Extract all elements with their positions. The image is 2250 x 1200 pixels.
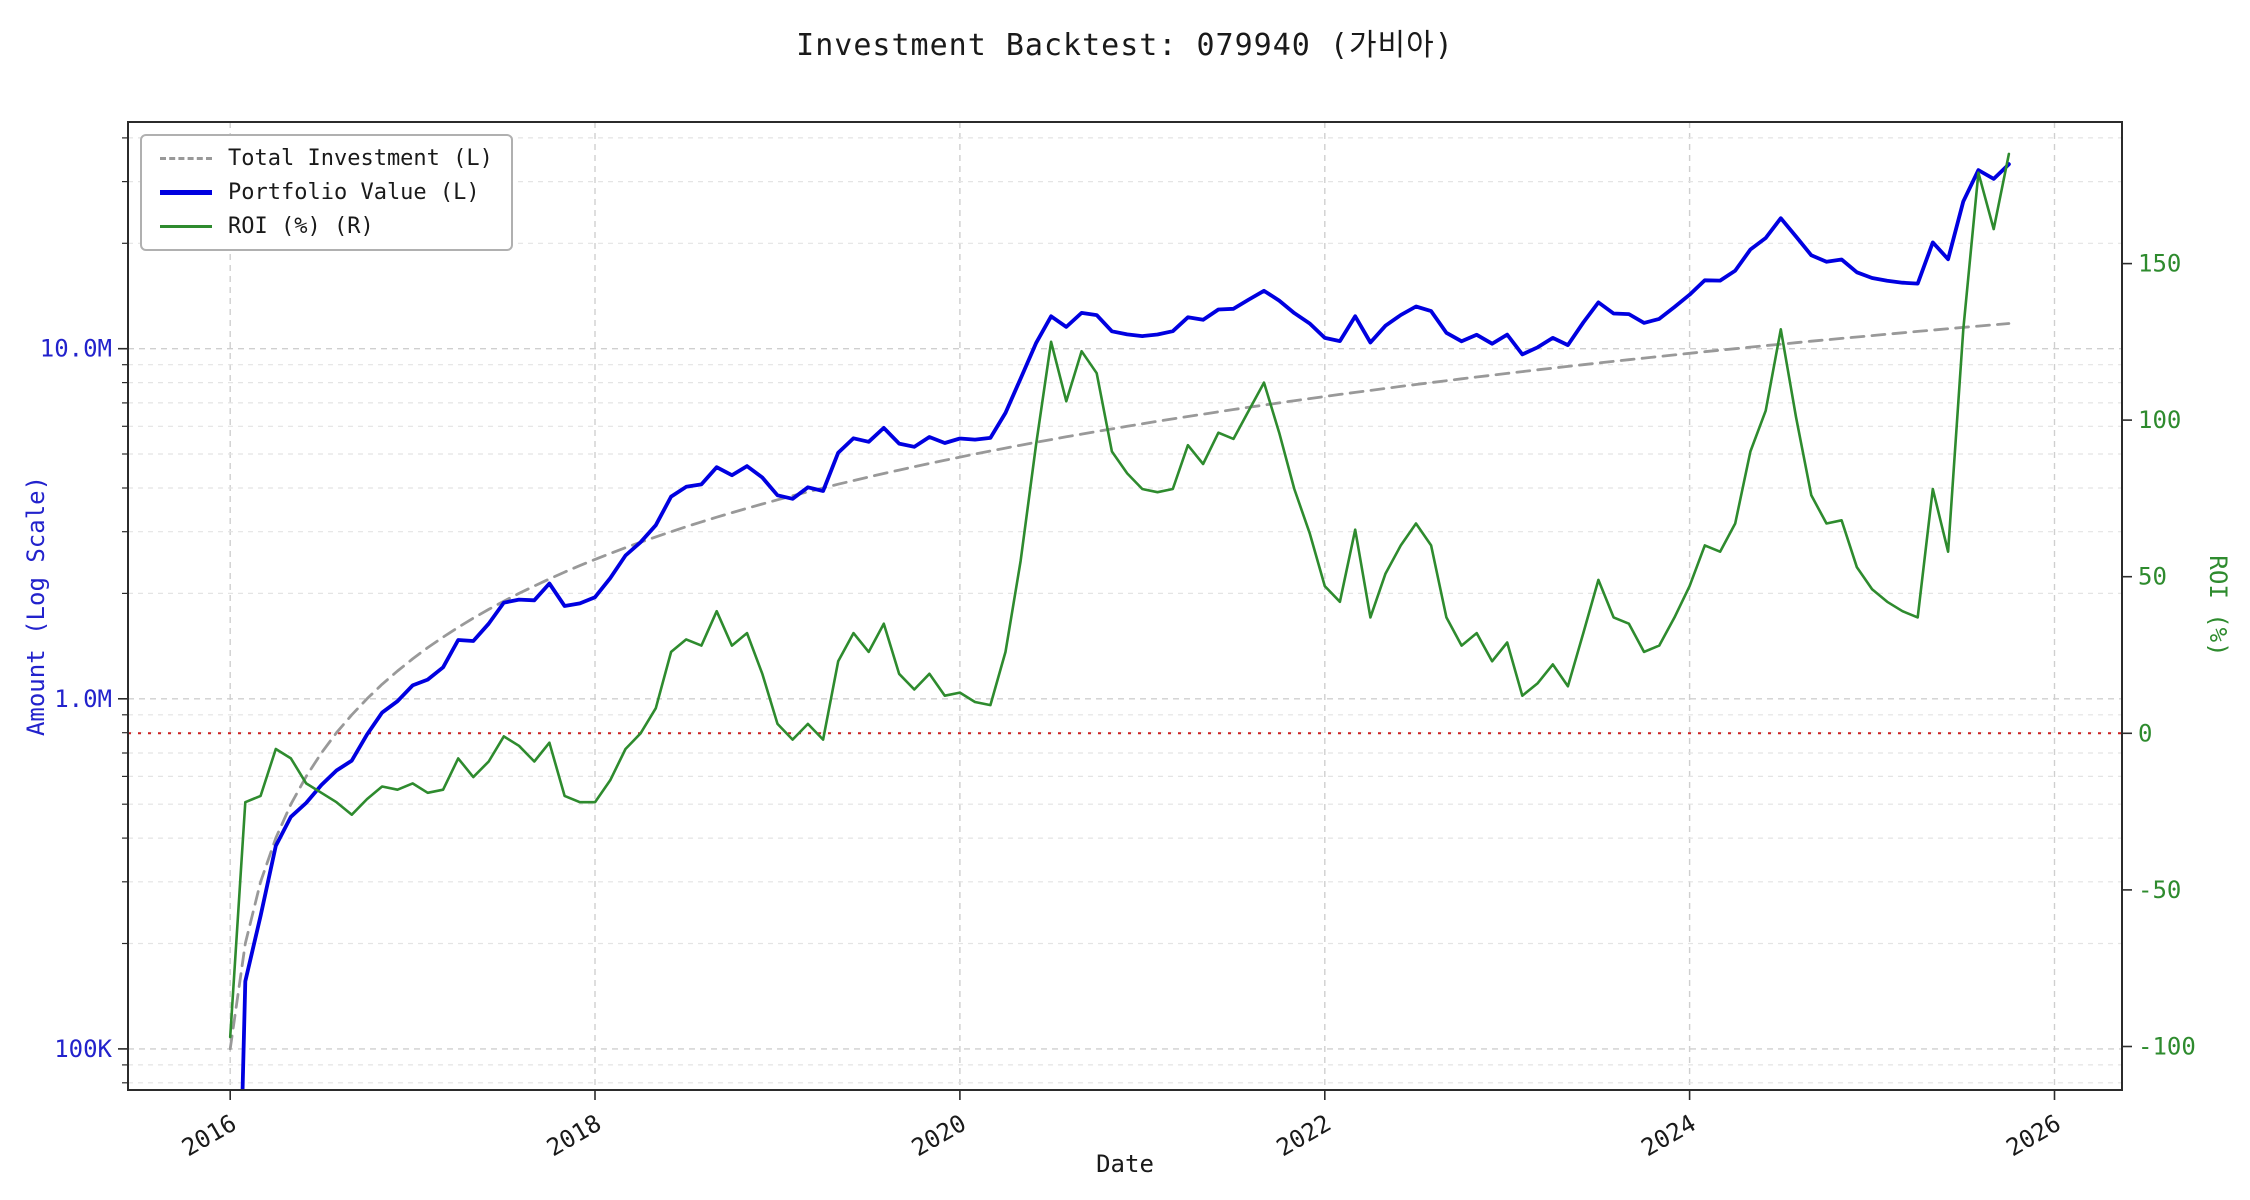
- left-axis-label: Amount (Log Scale): [22, 475, 50, 737]
- y-right-tick-label: -50: [2138, 876, 2181, 904]
- y-right-tick-label: 50: [2138, 563, 2167, 591]
- right-axis-label: ROI (%): [2204, 555, 2232, 657]
- y-right-tick-label: 0: [2138, 719, 2152, 747]
- y-right-tick-label: 100: [2138, 406, 2181, 434]
- y-right-tick-label: -100: [2138, 1033, 2196, 1061]
- x-tick-label: 2018: [542, 1109, 606, 1162]
- y-left-tick-label: 10.0M: [40, 335, 112, 363]
- legend: Total Investment (L) Portfolio Value (L)…: [140, 134, 513, 251]
- x-tick-label: 2016: [177, 1109, 241, 1162]
- chart-title: Investment Backtest: 079940 (가비아): [796, 28, 1454, 63]
- y-left-tick-label: 100K: [54, 1035, 112, 1063]
- series-roi: [228, 152, 2011, 1039]
- y-left-tick-label: 1.0M: [54, 685, 112, 713]
- series-total-investment: [228, 322, 2011, 1051]
- legend-line-portfolio-value: [160, 190, 212, 195]
- legend-label-total-investment: Total Investment (L): [228, 146, 493, 171]
- y-right-tick-label: 150: [2138, 250, 2181, 278]
- x-tick-label: 2026: [2001, 1109, 2065, 1162]
- legend-item-roi: ROI (%) (R): [160, 214, 493, 239]
- x-tick-label: 2020: [907, 1109, 971, 1162]
- legend-label-roi: ROI (%) (R): [228, 214, 374, 239]
- series-portfolio-value: [240, 162, 2011, 1090]
- legend-line-roi: [160, 225, 212, 228]
- legend-label-portfolio-value: Portfolio Value (L): [228, 180, 480, 205]
- legend-item-portfolio-value: Portfolio Value (L): [160, 180, 493, 205]
- legend-line-total-investment: [160, 157, 212, 160]
- x-axis-label: Date: [1096, 1150, 1154, 1178]
- legend-item-total-investment: Total Investment (L): [160, 146, 493, 171]
- x-tick-label: 2024: [1637, 1109, 1701, 1162]
- x-tick-label: 2022: [1272, 1109, 1336, 1162]
